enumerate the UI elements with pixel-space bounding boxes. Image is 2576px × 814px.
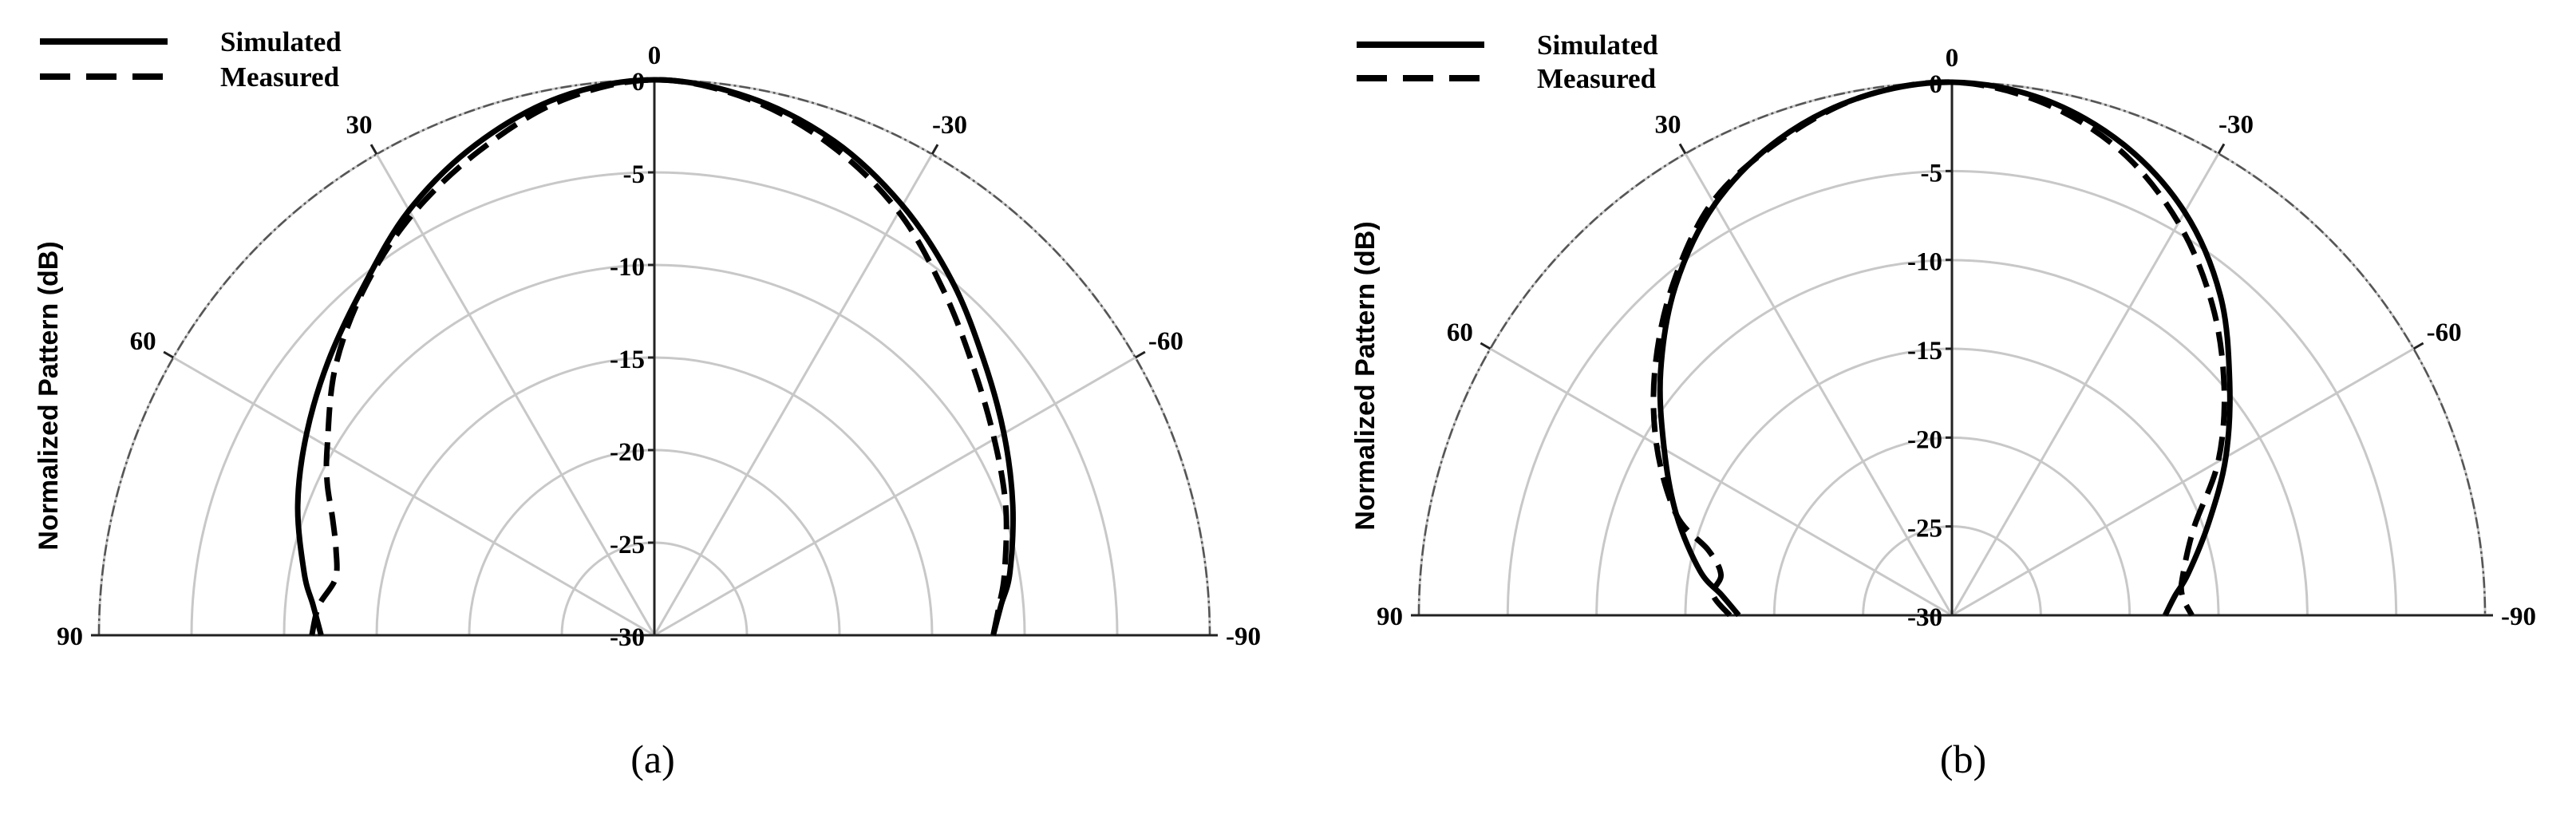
angle-tick-label: -90 [1226,622,1261,651]
angle-tick [1678,143,1687,155]
grid-spoke [653,153,934,636]
angle-tick [1480,342,1491,350]
angle-tick-label: 30 [1655,110,1681,139]
panel-caption: (a) [630,737,675,781]
legend-label: Simulated [1537,30,1658,61]
angle-tick-label: -60 [1148,327,1183,356]
angle-tick-label: 60 [130,327,156,356]
angle-tick-label: 90 [1377,603,1403,631]
series-line-measured [1650,79,2227,618]
angle-tick-label: -60 [2427,318,2462,347]
grid-spoke [375,153,656,636]
grid-spoke [1951,347,2415,617]
radial-tick-label: -10 [610,253,645,282]
radial-tick-label: -20 [610,438,645,467]
legend: Simulated Measured [40,26,342,93]
angle-tick-label: -90 [2501,603,2536,631]
angle-tick [930,144,939,155]
angle-tick [369,144,378,155]
grid-spoke [1684,152,1954,616]
legend-label: Simulated [220,26,342,57]
legend-label: Measured [1537,63,1657,94]
angle-tick-label: -30 [932,111,967,140]
radial-tick-label: -15 [1907,337,1942,366]
grid-spoke [172,356,655,637]
radial-tick-label: -20 [1907,425,1942,454]
outer-boundary [1417,81,2487,616]
radial-tick-label: -25 [610,531,645,559]
angle-tick [2217,143,2226,155]
radial-tick-label: -25 [1907,515,1942,543]
radial-tick-label: -5 [623,160,646,189]
panel-caption: (b) [1940,737,1986,781]
radial-tick-label: -5 [1921,159,1943,188]
grid-spoke [654,356,1136,637]
legend-label: Measured [220,61,340,93]
series-line-simulated [294,77,1016,636]
series-line-measured [309,77,1009,636]
angle-tick-label: -30 [2218,110,2254,139]
radial-tick-label: -10 [1907,248,1942,277]
angle-tick [163,350,174,359]
grid-spoke [1950,152,2220,616]
angle-tick-label: 0 [648,41,662,70]
radial-tick-label: -15 [610,346,645,374]
angle-tick-label: 0 [1946,44,1959,73]
y-axis-label: Normalized Pattern (dB) [1350,221,1381,530]
angle-tick-label: 90 [57,622,83,651]
grid-spoke [1489,347,1953,617]
angle-tick [1135,350,1146,359]
angle-tick-label: 60 [1447,318,1473,347]
polar-grid [91,78,1218,637]
angle-tick [2412,342,2424,350]
y-axis-label: Normalized Pattern (dB) [34,241,64,550]
angle-tick-label: 30 [346,111,373,140]
polar-grid [1411,81,2493,617]
series-line-simulated [1657,79,2233,618]
radial-tick-label: -30 [1907,603,1942,632]
radial-tick-label: -30 [610,623,645,652]
